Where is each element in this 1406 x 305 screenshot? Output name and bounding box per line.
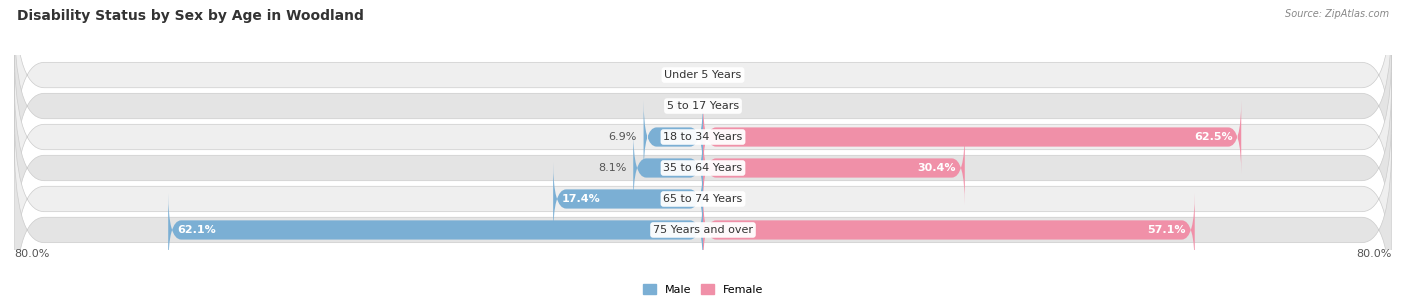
FancyBboxPatch shape (14, 134, 1392, 305)
Text: 0.0%: 0.0% (713, 194, 741, 204)
Legend: Male, Female: Male, Female (638, 280, 768, 299)
FancyBboxPatch shape (703, 100, 1241, 174)
FancyBboxPatch shape (14, 41, 1392, 233)
FancyBboxPatch shape (14, 10, 1392, 202)
Text: 62.5%: 62.5% (1194, 132, 1233, 142)
FancyBboxPatch shape (633, 131, 703, 205)
Text: 65 to 74 Years: 65 to 74 Years (664, 194, 742, 204)
Text: Disability Status by Sex by Age in Woodland: Disability Status by Sex by Age in Woodl… (17, 9, 364, 23)
Text: 57.1%: 57.1% (1147, 225, 1187, 235)
Text: Under 5 Years: Under 5 Years (665, 70, 741, 80)
Text: 18 to 34 Years: 18 to 34 Years (664, 132, 742, 142)
Text: 75 Years and over: 75 Years and over (652, 225, 754, 235)
Text: 62.1%: 62.1% (177, 225, 215, 235)
Text: 0.0%: 0.0% (713, 101, 741, 111)
FancyBboxPatch shape (14, 103, 1392, 295)
FancyBboxPatch shape (703, 193, 1195, 267)
FancyBboxPatch shape (14, 0, 1392, 171)
FancyBboxPatch shape (553, 162, 703, 236)
Text: 80.0%: 80.0% (14, 249, 49, 259)
Text: 0.0%: 0.0% (665, 101, 693, 111)
Text: 30.4%: 30.4% (918, 163, 956, 173)
Text: 6.9%: 6.9% (609, 132, 637, 142)
Text: 17.4%: 17.4% (562, 194, 600, 204)
Text: 5 to 17 Years: 5 to 17 Years (666, 101, 740, 111)
FancyBboxPatch shape (703, 131, 965, 205)
Text: 35 to 64 Years: 35 to 64 Years (664, 163, 742, 173)
FancyBboxPatch shape (644, 100, 703, 174)
FancyBboxPatch shape (14, 72, 1392, 264)
FancyBboxPatch shape (169, 193, 703, 267)
Text: 0.0%: 0.0% (713, 70, 741, 80)
Text: 80.0%: 80.0% (1357, 249, 1392, 259)
Text: 0.0%: 0.0% (665, 70, 693, 80)
Text: Source: ZipAtlas.com: Source: ZipAtlas.com (1285, 9, 1389, 19)
Text: 8.1%: 8.1% (598, 163, 626, 173)
